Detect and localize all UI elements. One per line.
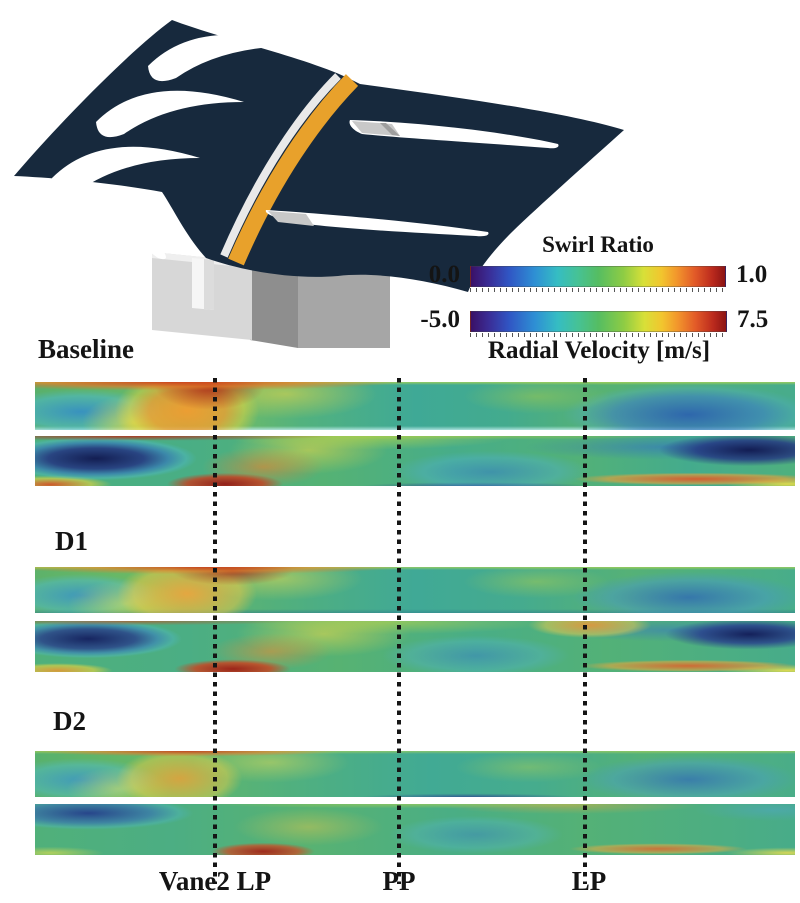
group-label-d1: D1 xyxy=(55,526,88,556)
contour-strip-d1-radial xyxy=(35,621,795,672)
cut-sheet xyxy=(14,20,624,292)
station-label-pp: PP xyxy=(382,866,416,896)
contour-strip-d2-swirl xyxy=(35,751,795,797)
swirl-min-label: 0.0 xyxy=(428,261,460,288)
radial-colorbar xyxy=(470,311,727,332)
group-label-baseline: Baseline xyxy=(38,334,135,364)
contour-strip-d1-swirl xyxy=(35,567,795,613)
swirl-colorbar xyxy=(470,266,726,287)
hub-blocks xyxy=(152,212,390,348)
slice-band-orange xyxy=(228,74,359,266)
contour-strip-d2-radial xyxy=(35,804,795,855)
station-label-vane2-lp: Vane2 LP xyxy=(158,866,272,896)
contour-strip-baseline-swirl xyxy=(35,382,795,430)
station-line-pp xyxy=(397,378,401,884)
swirl-colorbar-ticks xyxy=(470,288,726,292)
contour-strip-baseline-radial xyxy=(35,436,795,486)
radial-colorbar-caption: Radial Velocity [m/s] xyxy=(487,337,711,364)
group-label-d2: D2 xyxy=(53,706,86,736)
turbine-schematic xyxy=(14,20,624,348)
vane-cutouts xyxy=(52,34,296,260)
station-label-lp: LP xyxy=(571,866,607,896)
swirl-max-label: 1.0 xyxy=(736,261,768,288)
rotor-blade-slivers xyxy=(265,120,559,237)
station-line-vane2-lp xyxy=(213,378,217,884)
radial-max-label: 7.5 xyxy=(737,306,769,333)
station-line-lp xyxy=(583,378,587,884)
radial-min-label: -5.0 xyxy=(420,306,460,333)
slice-band-rim xyxy=(220,73,341,258)
swirl-colorbar-title: Swirl Ratio xyxy=(542,232,654,257)
radial-colorbar-ticks xyxy=(470,333,727,337)
